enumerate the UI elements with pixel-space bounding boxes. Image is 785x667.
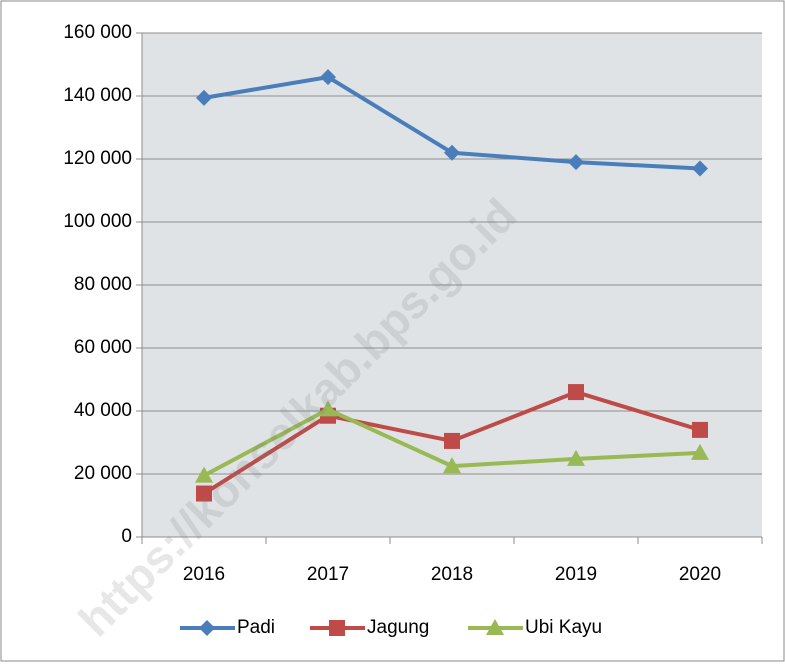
marker: [196, 89, 212, 106]
marker: [692, 421, 708, 438]
marker: [691, 443, 709, 460]
marker: [196, 485, 212, 502]
x-tick-label: 2020: [679, 564, 721, 585]
marker: [319, 400, 337, 417]
marker: [692, 160, 708, 177]
legend-label: Ubi Kayu: [525, 617, 602, 638]
y-tick-label: 160 000: [63, 22, 132, 43]
marker: [568, 154, 584, 171]
marker: [444, 432, 460, 449]
y-tick-label: 60 000: [74, 337, 132, 358]
x-tick-label: 2016: [183, 564, 225, 585]
y-tick-label: 40 000: [74, 400, 132, 421]
marker: [443, 457, 461, 474]
y-tick-label: 20 000: [74, 463, 132, 484]
marker: [195, 466, 213, 483]
x-tick-label: 2017: [307, 564, 349, 585]
marker: [199, 620, 215, 636]
marker: [320, 69, 336, 86]
marker: [568, 384, 584, 401]
legend-label: Jagung: [367, 617, 429, 638]
legend-label: Padi: [237, 617, 275, 638]
y-tick-label: 100 000: [63, 211, 132, 232]
marker: [567, 449, 585, 466]
y-tick-label: 0: [121, 526, 132, 547]
x-tick-label: 2019: [555, 564, 597, 585]
marker: [486, 619, 504, 635]
y-tick-label: 140 000: [63, 85, 132, 106]
y-tick-label: 80 000: [74, 274, 132, 295]
marker: [329, 620, 345, 636]
y-tick-label: 120 000: [63, 148, 132, 169]
x-tick-label: 2018: [431, 564, 473, 585]
marker: [444, 144, 460, 161]
